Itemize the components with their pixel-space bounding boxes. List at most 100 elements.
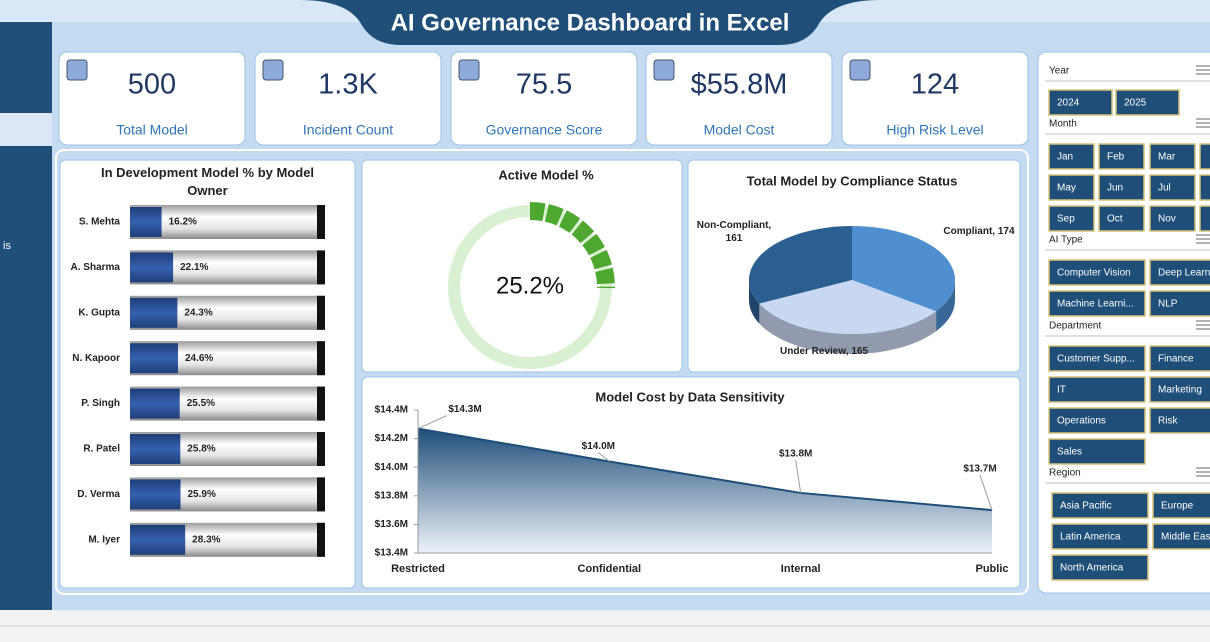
slicer-button[interactable] xyxy=(1048,407,1146,434)
data-label: $14.3M xyxy=(448,404,481,415)
slicer-button[interactable] xyxy=(1048,143,1095,170)
slicer-button[interactable] xyxy=(1048,345,1146,372)
chart-title: Total Model by Compliance Status xyxy=(747,173,958,188)
slicer-item[interactable]: Europe xyxy=(1161,501,1194,512)
slicer-title: Department xyxy=(1049,321,1101,332)
y-tick-label: $14.4M xyxy=(375,405,408,416)
slicer-button[interactable] xyxy=(1199,174,1210,201)
slicer-item[interactable]: Jul xyxy=(1158,183,1171,194)
kpi-label: Governance Score xyxy=(486,122,603,138)
line xyxy=(417,427,993,512)
bar-cap xyxy=(317,386,325,421)
slicer-button[interactable] xyxy=(1048,376,1146,403)
slicer-button[interactable] xyxy=(1149,174,1196,201)
slicer-button[interactable] xyxy=(1048,89,1113,116)
slicer-button[interactable] xyxy=(1048,259,1146,286)
slicer-item[interactable]: Sep xyxy=(1057,214,1075,225)
kpi-label: Model Cost xyxy=(704,122,775,138)
data-label-box: Under Review, 165 xyxy=(780,346,868,357)
slicer-title: AI Type xyxy=(1049,235,1083,246)
slicer-item[interactable]: Machine Learni... xyxy=(1057,299,1134,310)
slicer-item[interactable]: Marketing xyxy=(1158,385,1202,396)
slicer-item[interactable]: Jan xyxy=(1057,152,1073,163)
slicer-button[interactable] xyxy=(1098,174,1145,201)
slicer-item[interactable]: 2024 xyxy=(1057,98,1080,109)
bar-track xyxy=(130,205,325,239)
kpi-icon xyxy=(458,59,480,81)
data-label: 16.2% xyxy=(169,217,197,228)
slicer-item[interactable]: Jun xyxy=(1107,183,1123,194)
sidebar-selected[interactable] xyxy=(0,113,52,146)
kpi-card xyxy=(450,51,638,146)
y-tick-label: M. Iyer xyxy=(88,534,120,545)
slicer-button[interactable] xyxy=(1048,290,1146,317)
slicer-button[interactable] xyxy=(1149,290,1210,317)
kpi-value: 1.3K xyxy=(318,69,378,101)
slicer-item[interactable]: Computer Vision xyxy=(1057,268,1131,279)
bar-cap xyxy=(317,205,325,239)
slicer-item[interactable]: Middle Eas xyxy=(1161,532,1210,543)
bar-cap xyxy=(317,477,325,512)
slicer-item[interactable]: North America xyxy=(1060,563,1124,574)
slicer-item[interactable]: Sales xyxy=(1057,447,1082,458)
y-tick-label: D. Verma xyxy=(77,489,120,500)
slicer-item[interactable]: 2025 xyxy=(1124,98,1147,109)
slicer-item[interactable]: Asia Pacific xyxy=(1060,501,1112,512)
slicer-button[interactable] xyxy=(1149,143,1196,170)
bar xyxy=(130,434,181,464)
slicer-item[interactable]: Latin America xyxy=(1060,532,1121,543)
data-label: 28.3% xyxy=(192,534,220,545)
data-label: $13.8M xyxy=(779,449,812,460)
slicer-button[interactable] xyxy=(1149,407,1210,434)
slicer-button[interactable] xyxy=(1051,492,1149,519)
slicer-button[interactable] xyxy=(1048,205,1095,232)
y-tick-label: $14.0M xyxy=(375,462,408,473)
slicer-item[interactable]: Feb xyxy=(1107,152,1125,163)
data-label-box: Non-Compliant, 161 xyxy=(697,220,771,244)
slicer-item[interactable]: Mar xyxy=(1158,152,1176,163)
slicer-button[interactable] xyxy=(1149,205,1196,232)
slicer-item[interactable]: Operations xyxy=(1057,416,1106,427)
slicer-button[interactable] xyxy=(1199,205,1210,232)
slicer-button[interactable] xyxy=(1152,523,1210,550)
slicer-title: Year xyxy=(1049,66,1070,77)
x-tick-label: Internal xyxy=(781,563,821,575)
slicer-item[interactable]: Oct xyxy=(1107,214,1123,225)
slicer-button[interactable] xyxy=(1098,143,1145,170)
slicer-button[interactable] xyxy=(1149,259,1210,286)
pie-side xyxy=(749,280,760,324)
slicer-button[interactable] xyxy=(1098,205,1145,232)
slicer-button[interactable] xyxy=(1048,174,1095,201)
slicer-button[interactable] xyxy=(1149,376,1210,403)
y-tick-label: S. Mehta xyxy=(79,217,121,228)
y-tick-label: $13.4M xyxy=(375,548,408,559)
slicer-button[interactable] xyxy=(1048,438,1146,465)
slicer-button[interactable] xyxy=(1051,554,1149,581)
y-tick-label: A. Sharma xyxy=(71,262,121,273)
kpi-value: 124 xyxy=(911,69,959,101)
slicer-button[interactable] xyxy=(1152,492,1210,519)
y-tick-label: N. Kapoor xyxy=(72,353,120,364)
slicer-item[interactable]: Risk xyxy=(1158,416,1178,427)
slicer-item[interactable]: Customer Supp... xyxy=(1057,354,1135,365)
data-label: 25.5% xyxy=(187,398,215,409)
slicer-item[interactable]: Deep Learn xyxy=(1158,268,1210,279)
bar xyxy=(130,297,178,328)
slicer-item[interactable]: May xyxy=(1057,183,1076,194)
chart-title-box: In Development Model % by Model Owner xyxy=(101,165,314,198)
slicer-item[interactable]: Nov xyxy=(1158,214,1176,225)
y-tick-label: P. Singh xyxy=(81,398,120,409)
slicer-button[interactable] xyxy=(1199,143,1210,170)
slicer-button[interactable] xyxy=(1115,89,1180,116)
slicer-button[interactable] xyxy=(1051,523,1149,550)
kpi-label: Incident Count xyxy=(303,122,393,138)
leader-line xyxy=(417,415,448,430)
sidebar-label[interactable]: is xyxy=(3,240,11,252)
slicer-item[interactable]: NLP xyxy=(1158,299,1178,310)
slicer-item[interactable]: Finance xyxy=(1158,354,1194,365)
kpi-card xyxy=(841,51,1029,146)
slicer-button[interactable] xyxy=(1149,345,1210,372)
bar xyxy=(130,479,181,510)
slicer-item[interactable]: IT xyxy=(1057,385,1066,396)
